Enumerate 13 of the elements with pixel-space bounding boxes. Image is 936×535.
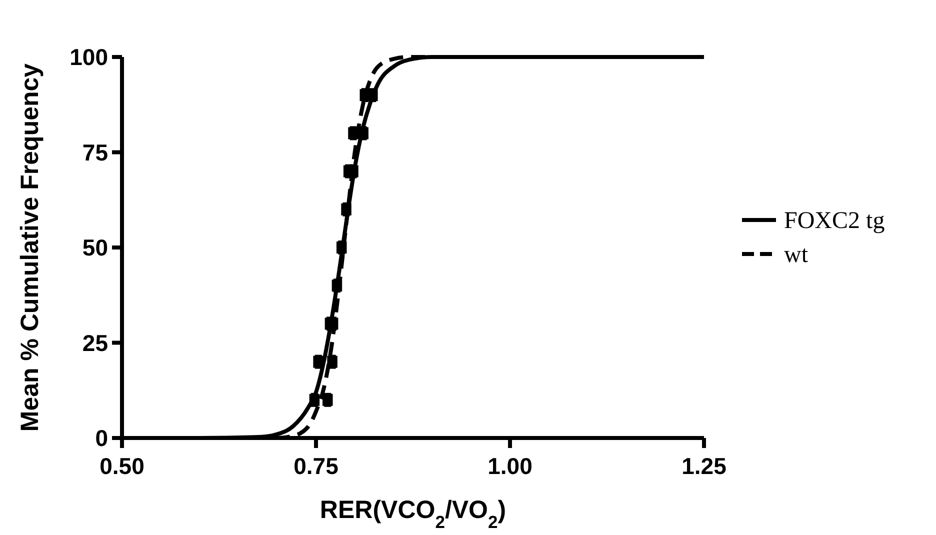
y-tick-label: 100 xyxy=(70,44,108,70)
y-tick-label: 0 xyxy=(95,425,108,451)
y-tick-label: 50 xyxy=(82,234,108,260)
x-tick-label: 0.50 xyxy=(100,453,144,479)
x-tick-label: 0.75 xyxy=(294,453,339,479)
x-tick-label: 1.25 xyxy=(682,453,727,479)
legend-label: wt xyxy=(784,242,808,268)
y-axis-title: Mean % Cumulative Frequency xyxy=(16,63,44,432)
x-tick-label: 1.00 xyxy=(488,453,532,479)
legend-label: FOXC2 tg xyxy=(784,208,885,234)
y-tick-label: 25 xyxy=(82,330,108,356)
x-axis-title: RER(VCO$_{2}$/VO$_{2}$) xyxy=(320,496,506,532)
y-tick-label: 75 xyxy=(82,139,108,166)
